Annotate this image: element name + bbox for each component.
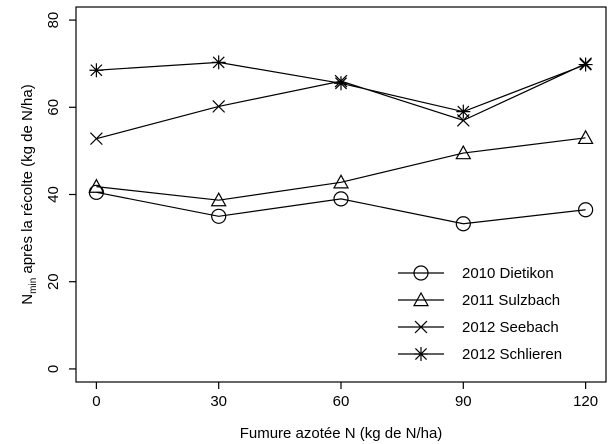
legend: 2010 Dietikon 2011 Sulzbach 2012 Seebach 20… (398, 265, 562, 363)
y-axis-title-base: N (19, 294, 36, 305)
y-tick-label: 20 (45, 273, 62, 290)
y-axis: 0 20 40 60 80 (45, 12, 76, 373)
marker-shape (456, 104, 471, 119)
data-point (89, 63, 104, 78)
x-axis: 0 30 60 90 120 (92, 382, 598, 410)
legend-marker (413, 265, 429, 281)
series-line (96, 137, 586, 201)
legend-item: 2010 Dietikon (398, 265, 554, 282)
series-1 (88, 184, 594, 232)
series-layer (88, 55, 594, 232)
legend-item: 2012 Schlieren (398, 346, 562, 363)
y-axis-title-rest: après la récolte (kg de N/ha) (19, 84, 36, 277)
series-3 (90, 57, 592, 146)
data-point (577, 129, 594, 145)
marker-shape (334, 76, 348, 91)
legend-marker (414, 347, 428, 361)
marker-shape (413, 265, 429, 281)
series-line (96, 191, 586, 225)
marker-shape (333, 191, 349, 207)
marker-shape (455, 216, 471, 232)
x-tick-label: 0 (92, 393, 100, 410)
data-point (332, 174, 350, 189)
marker-shape (577, 129, 594, 145)
x-tick-label: 60 (333, 393, 350, 410)
data-point (578, 57, 593, 72)
data-point (578, 202, 594, 218)
data-point (90, 132, 103, 146)
data-point (210, 191, 227, 207)
marker-shape (578, 57, 593, 72)
legend-marker (414, 320, 428, 334)
y-tick-label: 80 (45, 12, 62, 29)
marker-shape (89, 63, 104, 78)
marker-shape (412, 291, 430, 307)
legend-label: 2012 Seebach (462, 319, 559, 336)
marker-shape (455, 144, 472, 160)
data-point (212, 100, 226, 113)
x-tick-label: 120 (573, 393, 598, 410)
y-tick-label: 40 (45, 186, 62, 203)
series-4 (89, 55, 593, 119)
y-axis-title-subscript: min (28, 278, 39, 294)
data-point (455, 144, 472, 160)
data-point (333, 191, 349, 207)
marker-shape (90, 132, 103, 146)
marker-shape (332, 174, 350, 189)
data-point (88, 178, 105, 193)
marker-shape (578, 202, 594, 218)
data-point (455, 216, 471, 232)
legend-marker (412, 291, 430, 307)
marker-shape (210, 191, 227, 207)
data-point (334, 76, 348, 91)
series-line (96, 63, 586, 140)
marker-shape (88, 178, 105, 193)
legend-label: 2010 Dietikon (462, 265, 554, 282)
marker-shape (211, 55, 226, 70)
marker-shape (414, 347, 428, 361)
y-tick-label: 60 (45, 99, 62, 116)
legend-label: 2012 Schlieren (462, 346, 562, 363)
x-axis-title: Fumure azotée N (kg de N/ha) (240, 425, 443, 442)
data-point (211, 55, 226, 70)
data-point (211, 208, 227, 224)
y-axis-title: Nmin après la récolte (kg de N/ha) (19, 84, 39, 304)
legend-label: 2011 Sulzbach (462, 292, 560, 309)
legend-item: 2011 Sulzbach (398, 291, 560, 309)
series-2 (88, 129, 594, 207)
x-tick-label: 90 (455, 393, 472, 410)
marker-shape (211, 208, 227, 224)
x-tick-label: 30 (210, 393, 227, 410)
y-tick-label: 0 (45, 365, 62, 373)
marker-shape (212, 100, 226, 113)
legend-item: 2012 Seebach (398, 319, 559, 336)
data-point (456, 104, 471, 119)
marker-shape (414, 320, 428, 334)
